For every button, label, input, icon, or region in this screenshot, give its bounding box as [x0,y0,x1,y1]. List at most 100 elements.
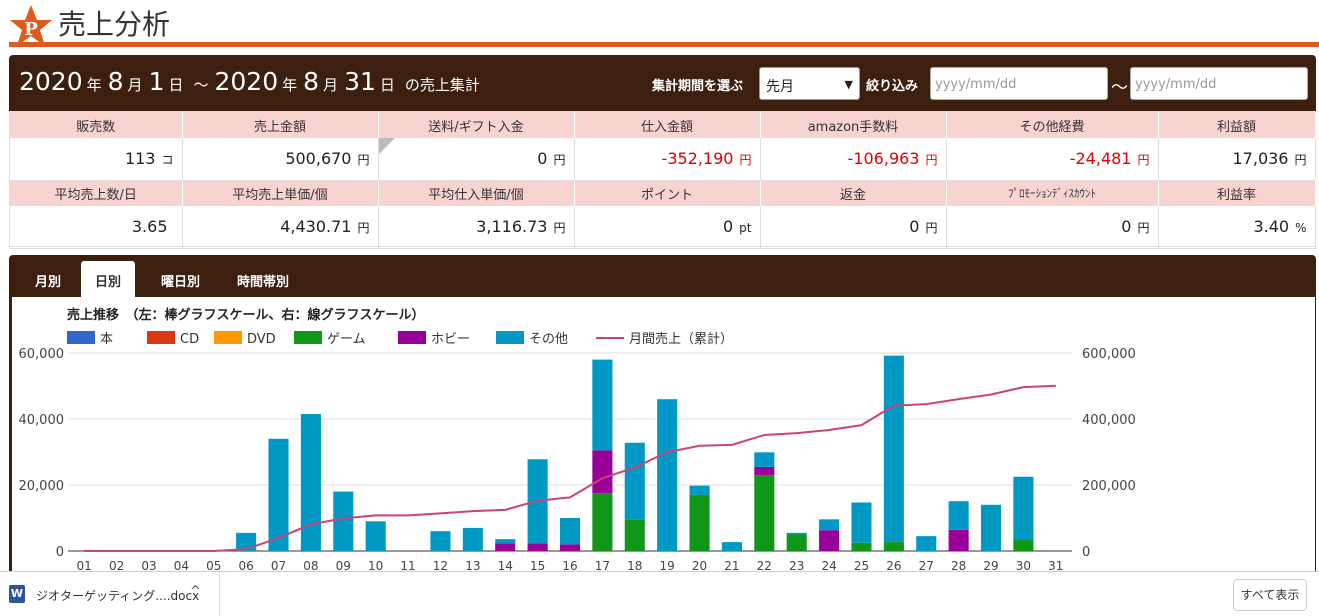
y2-tick-label: 0 [1082,545,1090,560]
x-tick-label: 10 [368,559,383,573]
bar-segment [333,491,354,551]
x-tick-label: 29 [983,559,998,573]
period-heading: 2020 年 8 月 1 日～ 2020 年 8 月 31 日の売上集計 [19,67,480,96]
stat-value: 17,036 円 [1158,138,1316,181]
tab-daily[interactable]: 日別 [81,261,136,297]
stat-label: 利益率 [1158,180,1316,206]
stat-label: 送料/ギフト入金 [378,112,575,138]
range-separator: ～ [193,76,209,94]
x-tick-label: 12 [433,559,448,573]
period-suffix: の売上集計 [404,76,480,94]
bar-segment [786,534,807,551]
legend-label: 月間売上（累計） [629,331,733,347]
tab-hourly[interactable]: 時間帯別 [237,275,290,290]
bar-segment [786,532,807,535]
bar-segment [559,518,581,545]
x-tick-label: 01 [77,559,92,573]
stat-label: 販売数 [10,112,183,138]
bar-segment [592,450,613,494]
y-tick-label: 60,000 [19,347,65,362]
bar-segment [689,485,710,495]
stat-value: 0 pt [574,206,761,249]
date-to-input[interactable]: yyyy/mm/dd [1130,67,1308,100]
bar-segment [624,519,645,551]
bar-segment [819,530,840,551]
show-all-button[interactable]: すべて表示 [1233,579,1307,611]
y-tick-label: 20,000 [19,479,65,494]
end-day: 31 [344,67,376,96]
stat-value: 3,116.73 円 [378,206,575,249]
tab-weekday[interactable]: 曜日別 [161,275,201,290]
stats-table: 販売数 売上金額 送料/ギフト入金 仕入金額 amazon手数料 その他経費 利… [9,111,1316,249]
end-year: 2020 [214,67,279,96]
date-from-input[interactable]: yyyy/mm/dd [930,67,1108,100]
x-tick-label: 26 [886,559,901,573]
bar-segment [495,543,516,551]
day-unit: 日 [379,76,395,94]
tab-monthly[interactable]: 月別 [35,275,62,290]
x-tick-label: 13 [465,559,480,573]
x-tick-label: 31 [1048,559,1063,573]
stat-value: 500,670 円 [182,138,379,181]
stat-value: -352,190 円 [574,138,761,181]
legend-label: ゲーム [327,332,366,347]
x-tick-label: 16 [562,559,577,573]
bar-segment [980,504,1002,551]
chart-title: 売上推移 （左：棒グラフスケール、右：線グラフスケール） [67,307,425,323]
x-tick-label: 03 [141,559,156,573]
stat-label: 返金 [760,180,947,206]
x-tick-label: 23 [789,559,804,573]
download-item[interactable]: W ジオターゲッティング....docx ^ [0,572,220,616]
x-tick-label: 04 [174,559,189,573]
period-select-value: 先月 [766,79,794,95]
star-logo-icon: P [10,5,52,46]
legend-label: DVD [247,332,276,347]
cumulative-sales-line [84,384,1056,552]
x-tick-label: 17 [595,559,610,573]
page-title: 売上分析 [58,8,171,41]
stats-header-row-1: 販売数 売上金額 送料/ギフト入金 仕入金額 amazon手数料 その他経費 利… [10,112,1316,138]
bar-segment [689,494,710,551]
bar-segment [624,442,645,520]
end-month: 8 [303,67,320,96]
bar-segment [1013,539,1034,551]
stat-value: -106,963 円 [760,138,947,181]
stat-label: 平均売上単価/個 [182,180,379,206]
chevron-up-icon[interactable]: ^ [190,584,201,599]
x-tick-label: 08 [303,559,318,573]
y2-tick-label: 200,000 [1082,479,1136,494]
download-bar: W ジオターゲッティング....docx ^ すべて表示 [0,571,1319,616]
x-tick-label: 28 [951,559,966,573]
y2-tick-label: 400,000 [1082,413,1136,428]
legend-label: 本 [100,332,113,347]
corner-fold-icon [378,138,395,154]
bar-segment [754,475,775,551]
x-tick-label: 02 [109,559,124,573]
stat-label: 平均売上数/日 [10,180,183,206]
stat-value: 4,430.71 円 [182,206,379,249]
chevron-down-icon: ▼ [844,78,853,91]
bar-segment [559,544,581,551]
stat-value: 3.65 [10,206,183,249]
x-tick-label: 25 [854,559,869,573]
bar-segment [883,355,904,543]
bar-segment [462,527,483,551]
bar-segment [657,399,678,551]
bar-segment [754,466,775,476]
stat-label: ポイント [574,180,761,206]
stat-label: 仕入金額 [574,112,761,138]
x-tick-label: 30 [1016,559,1031,573]
year-unit: 年 [282,76,298,94]
period-select[interactable]: 先月 ▼ [759,67,860,100]
legend-swatch [147,331,175,344]
stat-value: 113 コ [10,138,183,181]
stat-value: 3.40% [1158,206,1316,249]
chart-panel: 月別 日別 曜日別 時間帯別 売上推移 （左：棒グラフスケール、右：線グラフスケ… [9,255,1316,575]
bar-segment [851,502,872,543]
bar-segment [365,521,386,551]
stat-label: その他経費 [946,112,1159,138]
bar-segment [948,529,969,551]
app-header: P 売上分析 [0,0,1319,48]
